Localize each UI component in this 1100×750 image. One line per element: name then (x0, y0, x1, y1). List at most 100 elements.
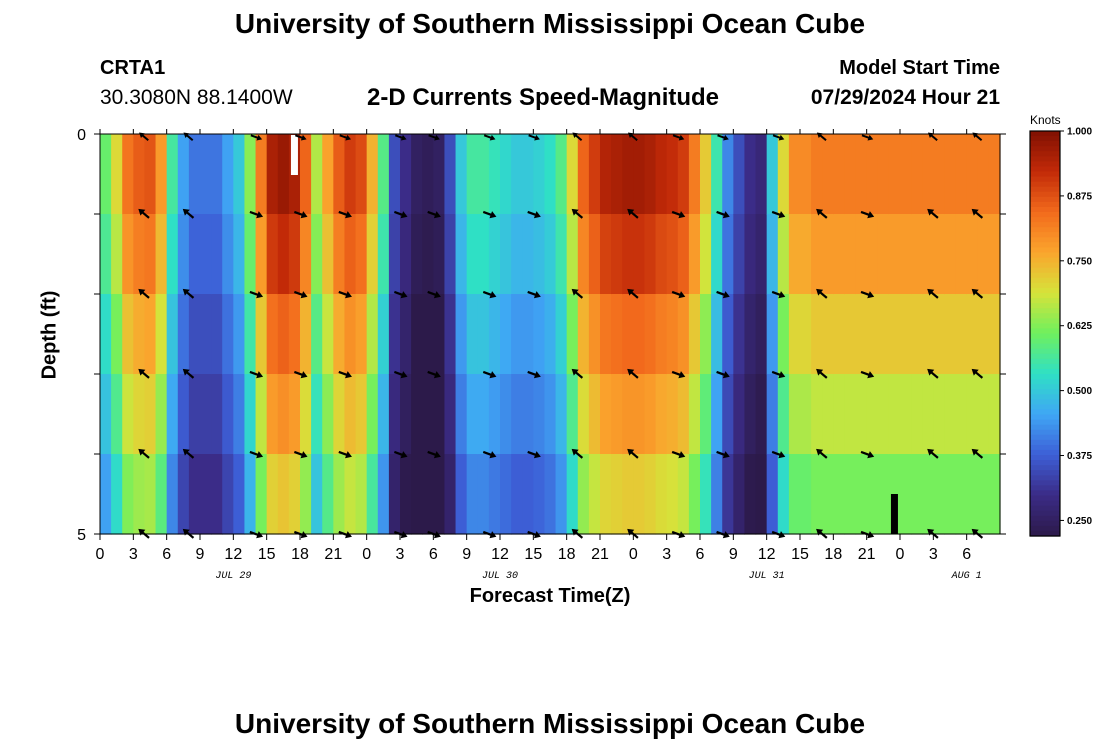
heatmap-cell (922, 294, 934, 375)
black-marker-bar (890, 494, 898, 534)
x-tick-label: 21 (324, 546, 342, 563)
current-arrow (394, 134, 407, 141)
current-arrow (927, 288, 939, 299)
heatmap-cell (666, 374, 679, 455)
heatmap-cell (577, 214, 590, 295)
colorbar-units: Knots (1030, 113, 1061, 127)
colorbar-swatch (1030, 530, 1060, 537)
heatmap-cell (277, 214, 290, 295)
current-arrow (138, 448, 150, 459)
heatmap-cell (622, 134, 634, 215)
heatmap-cell (477, 294, 490, 375)
colorbar-swatch (1030, 293, 1060, 299)
heatmap-cell (777, 134, 790, 215)
current-arrow (771, 210, 786, 219)
heatmap-cell (777, 214, 790, 295)
current-arrow (482, 370, 497, 379)
heatmap-cell (588, 134, 601, 215)
heatmap-cell (522, 134, 534, 215)
heatmap-cell (700, 454, 712, 535)
heatmap-cell (477, 374, 490, 455)
heatmap-cell (122, 374, 134, 455)
heatmap-cell (166, 454, 179, 535)
heatmap-cell (111, 294, 123, 375)
current-arrow (716, 290, 730, 299)
heatmap-cell (855, 214, 868, 295)
heatmap-cell (600, 294, 612, 375)
current-arrow (927, 368, 939, 379)
heatmap-cell (922, 214, 934, 295)
colorbar-tick-label: 0.250 (1067, 516, 1092, 527)
heatmap-cell (166, 374, 179, 455)
heatmap-cell (866, 454, 879, 535)
heatmap-cell (388, 214, 401, 295)
heatmap-cell (711, 134, 723, 215)
heatmap-cell (944, 454, 957, 535)
current-arrow (393, 370, 408, 379)
heatmap-cell (766, 294, 779, 375)
current-arrow (971, 368, 984, 379)
y-tick-label: 0 (77, 127, 86, 144)
heatmap-cell (511, 134, 523, 215)
heatmap-cell (622, 374, 634, 455)
heatmap-cell (866, 214, 879, 295)
colorbar-swatch (1030, 196, 1060, 203)
heatmap-cell (822, 134, 834, 215)
colorbar-swatch (1030, 368, 1060, 375)
heatmap-cell (900, 374, 912, 455)
heatmap-cell (777, 294, 790, 375)
colorbar-swatch (1030, 151, 1060, 157)
heatmap-cell (100, 374, 112, 455)
colorbar-swatch (1030, 399, 1060, 405)
heatmap-cell (600, 214, 612, 295)
current-arrow (249, 450, 264, 459)
x-tick-label: 12 (491, 546, 509, 563)
heatmap-cell (666, 134, 679, 215)
heatmap-cell (955, 374, 968, 455)
heatmap-cell (511, 374, 523, 455)
heatmap-cells (100, 134, 1001, 535)
heatmap-cell (544, 294, 557, 375)
x-tick-label: 18 (558, 546, 576, 563)
heatmap-cell (144, 214, 157, 295)
heatmap-cell (666, 214, 679, 295)
x-tick-label: 0 (96, 546, 105, 563)
heatmap-cell (500, 294, 512, 375)
heatmap-cell (644, 374, 657, 455)
colorbar-swatch (1030, 485, 1060, 492)
x-tick-label: 9 (729, 546, 738, 563)
heatmap-cell (755, 214, 768, 295)
heatmap-cell (144, 134, 157, 215)
heatmap-cell (822, 454, 834, 535)
colorbar-swatch (1030, 318, 1060, 324)
heatmap-cell (222, 454, 234, 535)
colorbar-swatch (1030, 277, 1060, 284)
heatmap-cell (211, 454, 223, 535)
heatmap-cell (877, 374, 890, 455)
colorbar-swatch (1030, 444, 1060, 451)
heatmap-cell (811, 214, 823, 295)
heatmap-cell (622, 294, 634, 375)
heatmap-cell (788, 294, 801, 375)
x-tick-label: 3 (662, 546, 671, 563)
heatmap-cell (755, 294, 768, 375)
colorbar-swatch (1030, 136, 1060, 142)
current-arrow (527, 370, 541, 379)
current-arrow (771, 370, 786, 379)
heatmap-cell (588, 454, 601, 535)
heatmap-cell (288, 214, 301, 295)
heatmap-cell (344, 374, 357, 455)
heatmap-cell (344, 134, 357, 215)
heatmap-cell (466, 374, 479, 455)
colorbar-swatch (1030, 500, 1060, 507)
heatmap-cell (788, 134, 801, 215)
colorbar-swatch (1030, 505, 1060, 512)
heatmap-cell (944, 134, 957, 215)
date-label: JUL 29 (215, 571, 251, 582)
heatmap-cell (177, 214, 190, 295)
heatmap-cell (188, 294, 201, 375)
colorbar-swatch (1030, 186, 1060, 193)
colorbar-tick-label: 0.375 (1067, 451, 1092, 462)
heatmap-cell (788, 454, 801, 535)
heatmap-cell (911, 374, 923, 455)
